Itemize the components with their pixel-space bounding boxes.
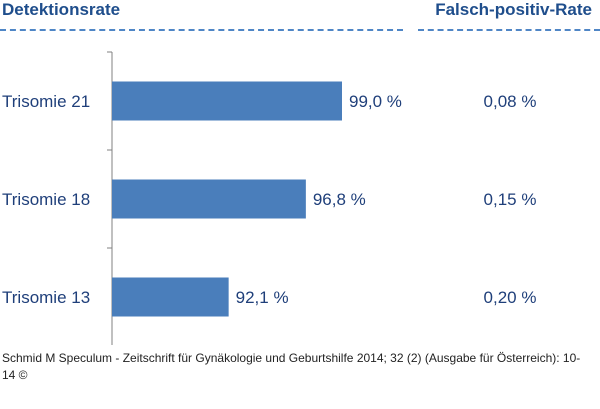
false-positive-rate-value: 0,15 %: [484, 190, 537, 209]
false-positive-rate-value: 0,08 %: [484, 92, 537, 111]
detection-rate-chart: Trisomie 21 99,0 % 0,08 % Trisomie 18 96,8 %…: [2, 51, 537, 345]
bar-value-label: 92,1 %: [236, 288, 289, 307]
false-positive-rate-header: Falsch-positiv-Rate: [435, 0, 592, 19]
bar: [112, 81, 342, 121]
source-citation: Schmid M Speculum - Zeitschrift für Gynä…: [2, 351, 581, 382]
bar: [112, 277, 229, 317]
header-divider-left: [0, 29, 403, 31]
bar: [112, 179, 306, 219]
detection-rate-header: Detektionsrate: [2, 0, 121, 19]
category-label: Trisomie 21: [2, 92, 90, 111]
false-positive-rate-value: 0,20 %: [484, 288, 537, 307]
bar-value-label: 96,8 %: [313, 190, 366, 209]
category-label: Trisomie 18: [2, 190, 90, 209]
header-divider-right: [418, 29, 600, 31]
category-label: Trisomie 13: [2, 288, 90, 307]
bar-value-label: 99,0 %: [349, 92, 402, 111]
